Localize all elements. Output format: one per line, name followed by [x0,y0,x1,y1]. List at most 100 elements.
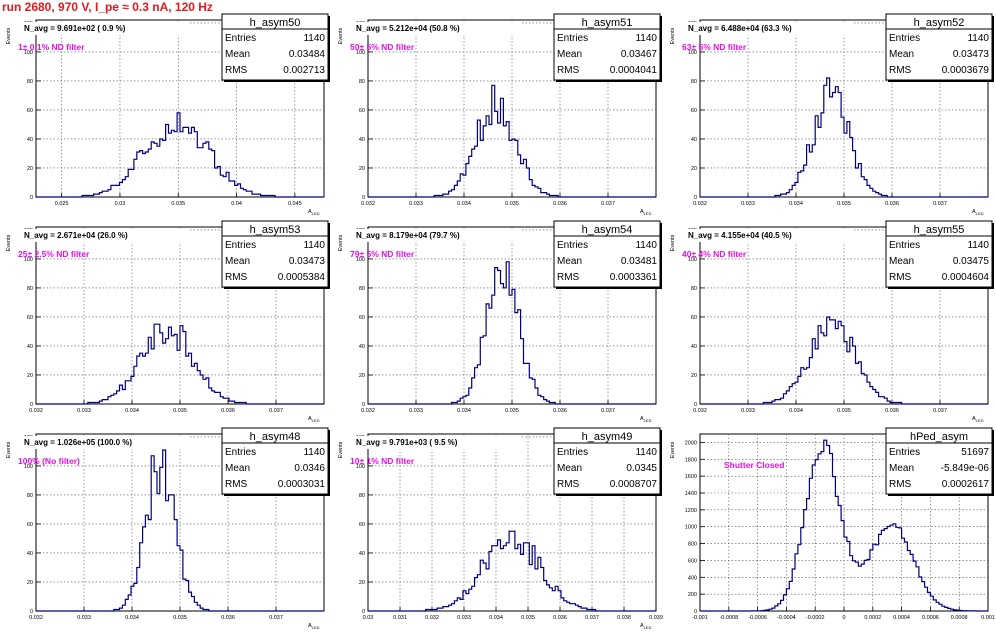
stat-value: 0.0005384 [278,272,326,283]
y-axis-label: Events [6,441,12,458]
x-axis-label: ALED [972,209,984,216]
x-axis-label: ALED [640,209,652,216]
y-tick-label: 20 [691,166,697,172]
x-tick-label: 0.034 [125,615,139,621]
x-axis-label-sub: LED [312,418,320,423]
y-axis-label: Events [6,234,12,251]
histogram-line [368,261,656,405]
x-axis-label-sub: LED [644,418,652,423]
histogram-name: h_asym54 [582,224,633,236]
y-tick-label: 0 [694,195,697,201]
x-tick-label: 0.033 [741,201,755,207]
n-avg-box [17,436,189,449]
y-tick-label: 100 [356,464,365,470]
y-tick-label: 80 [691,79,697,85]
filter-label: 100% (No filter) [18,456,80,466]
x-axis-label-sub: LED [312,211,320,216]
histogram-panel-h_asym53: 0.032 0.033 0.034 0.035 0.036 0.037 0 20 40 60 80 1… [6,220,330,423]
filter-label: 1± 0.1% ND filter [18,42,85,52]
stat-label: Entries [889,447,920,458]
x-tick-label: 0.033 [77,615,91,621]
y-tick-label: 80 [27,79,33,85]
histogram-line [36,323,324,405]
stats-box [221,220,329,288]
x-tick-label: 0.025 [55,201,69,207]
histogram-panel-h_asym50: 0.0250.030.0350.040.045020406080100120Ev… [6,13,330,216]
stat-value: 0.03473 [289,256,326,267]
y-tick-label: 800 [688,542,697,548]
histogram-panel-h_asym49: 0.03 0.031 0.032 0.033 0.034 0.035 0.036 0.037 0… [338,427,663,630]
y-tick-label: 60 [27,315,33,321]
x-tick-label: 0.035 [173,615,187,621]
n-avg-box [681,22,853,35]
stat-value: 1140 [303,447,325,458]
y-tick-label: 80 [27,493,33,499]
y-tick-label: 200 [688,592,697,598]
stat-label: Mean [889,463,914,474]
stat-value: 0.03484 [289,49,326,60]
histogram-line [36,449,324,612]
x-tick-label: 0.032 [361,201,375,207]
y-tick-label: 600 [688,558,697,564]
x-tick-label: 0.034 [457,408,471,414]
x-tick-label: 0.036 [553,615,567,621]
stat-value: 1140 [967,240,989,251]
x-tick-label: 0.033 [457,615,471,621]
stat-label: Mean [889,256,914,267]
x-tick-label: 0.035 [521,615,535,621]
y-axis-label: Events [338,234,344,251]
filter-label: 79± 5% ND filter [350,249,415,259]
histogram-name: h_asym55 [914,224,965,236]
n-avg-box [681,229,853,242]
x-tick-label: 0.037 [933,408,947,414]
filter-label: 25± 2.5% ND filter [18,249,90,259]
x-tick-label: 0.032 [361,408,375,414]
stat-value: 0.0346 [294,463,325,474]
y-tick-label: 100 [24,464,33,470]
x-tick-label: 0.035 [173,408,187,414]
filter-label: Shutter Closed [724,460,784,470]
y-tick-label: 80 [691,286,697,292]
y-tick-label: 100 [24,257,33,263]
x-tick-label: 0.034 [489,615,503,621]
x-tick-label: 0.036 [553,408,567,414]
x-tick-label: 0.035 [837,408,851,414]
x-tick-label: 0 [842,615,845,621]
y-axis-label: Events [338,441,344,458]
histogram-name: h_asym50 [250,17,301,29]
x-axis-label: ALED [972,416,984,423]
stat-value: 0.03473 [953,49,990,60]
y-tick-label: 20 [359,580,365,586]
stat-value: 1140 [635,447,657,458]
y-tick-label: 40 [27,344,33,350]
x-tick-label: 0.037 [269,408,283,414]
x-tick-label: -0.0008 [719,615,738,621]
stat-value: 0.0003361 [610,272,658,283]
x-tick-label: 0.0008 [951,615,968,621]
stat-label: Mean [225,49,250,60]
filter-label: 10± 1% ND filter [350,456,415,466]
histogram-name: h_asym49 [582,431,633,443]
n-avg-label: N_avg = 4.155e+04 (40.5 %) [688,231,792,240]
x-tick-label: 0.033 [409,201,423,207]
y-tick-label: 80 [359,493,365,499]
stat-label: Entries [225,447,256,458]
histogram-line [368,84,656,198]
n-avg-label: N_avg = 9.691e+02 ( 0.9 %) [24,24,126,33]
stat-value: 51697 [961,447,989,458]
stats-box [885,220,993,288]
n-avg-label: N_avg = 9.791e+03 ( 9.5 %) [356,438,458,447]
stats-box [885,427,993,495]
y-tick-label: 60 [359,315,365,321]
y-tick-label: 80 [359,286,365,292]
stat-label: RMS [557,65,580,76]
y-tick-label: 20 [27,580,33,586]
y-tick-label: 40 [27,137,33,143]
x-tick-label: 0.032 [693,201,707,207]
stat-label: RMS [557,272,580,283]
n-avg-label: N_avg = 6.488e+04 (63.3 %) [688,24,792,33]
stat-label: RMS [225,479,248,490]
n-avg-box [349,22,521,35]
stat-label: Mean [557,49,582,60]
stat-value: 0.03467 [621,49,658,60]
